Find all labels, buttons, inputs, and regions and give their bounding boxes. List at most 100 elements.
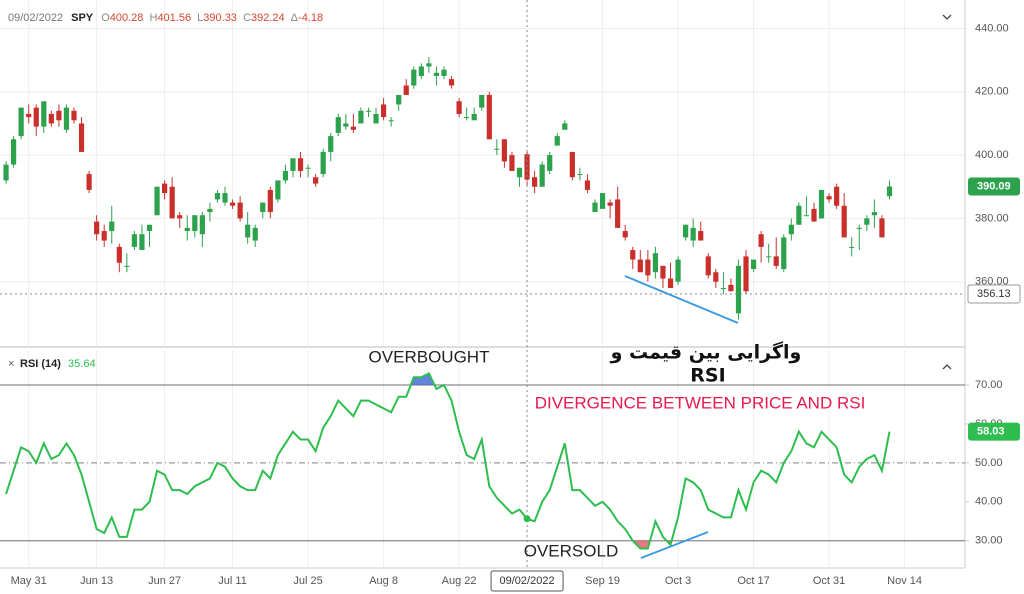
candle-body [207,208,213,213]
candle-body [675,259,681,282]
candle-body [222,193,228,203]
candle-body [433,72,440,76]
rsi-divergence-line [640,531,709,559]
y-tick-label: 440.00 [975,22,1009,34]
header-label: Δ [291,12,299,24]
candle-body [237,202,243,219]
candle-body [554,136,560,146]
candle-body [494,148,500,150]
candle-body [56,110,62,121]
x-tick-label: Sep 19 [585,575,620,587]
y-tick-label: 30.00 [975,535,1003,547]
candle-body [124,265,130,267]
y-tick-label: 420.00 [975,86,1009,98]
crosshair-date-label: 09/02/2022 [500,575,555,587]
header-value: 392.24 [251,12,285,24]
candle-body [282,170,289,181]
candle-body [841,205,847,238]
x-tick-label: Jul 11 [218,575,247,587]
header-date: 09/02/2022 [8,12,63,24]
x-tick-label: Oct 31 [813,575,845,587]
header-symbol: SPY [71,12,94,24]
candle-body [471,113,477,121]
crosshair-price-label: 356.13 [977,288,1011,300]
header-value: 401.56 [157,12,191,24]
candle-body [78,123,85,152]
candle-body [826,196,832,200]
candle-body [788,224,794,235]
candle-body [86,174,92,190]
candle-body [773,256,779,266]
header-label: O [101,12,110,24]
y-tick-label: 380.00 [975,212,1009,224]
close-icon[interactable]: × [8,358,14,370]
x-tick-label: May 31 [11,575,47,587]
x-tick-label: Aug 8 [369,575,398,587]
candle-body [464,117,470,119]
overbought-label: OVERBOUGHT [369,347,490,366]
header: 09/02/2022 SPY O400.28 H401.56 L390.33 C… [8,12,323,24]
candle-body [728,284,734,292]
candle-body [607,202,613,206]
last-price-label: 390.09 [977,180,1011,192]
candle-body [18,107,24,137]
candle-body [184,227,190,232]
header-label: C [243,12,251,24]
candle-body [320,151,326,175]
candle-body [267,189,273,213]
candle-body [667,278,674,289]
candle-body [33,107,39,127]
x-tick-label: Jun 13 [80,575,113,587]
candle-body [509,155,515,171]
overbought-area [410,373,435,386]
candle-body [275,180,281,200]
candle-body [71,110,77,121]
collapse-icon[interactable] [942,14,952,20]
divergence-fa-label: RSI [690,365,725,387]
candle-body [388,120,394,122]
candle-body [592,202,598,213]
header-value: 390.33 [203,12,237,24]
oversold-label: OVERSOLD [524,541,618,560]
candle-body [766,256,772,258]
candle-body [683,224,689,238]
candle-body [335,117,341,133]
candle-body [313,177,319,184]
candle-body [713,272,719,282]
candle-body [373,113,379,124]
candle-body [796,205,802,225]
candle-body [245,224,251,238]
candle-body [584,180,591,190]
candle-body [192,215,198,232]
candle-body [879,218,885,238]
candle-body [811,208,817,222]
candle-body [154,186,160,216]
candle-body [290,158,296,171]
candle-body [10,139,17,165]
collapse-icon[interactable] [942,364,952,370]
candle-body [735,265,742,314]
header-label: H [149,12,157,24]
candle-body [501,139,507,162]
header-value: -4.18 [298,12,323,24]
candle-body [199,215,205,235]
candle-body [516,167,523,178]
crosshair-date-box [490,570,564,592]
candle-body [698,231,704,241]
candle-body [637,259,643,273]
candle-body [116,246,122,263]
candle-body [871,212,877,216]
header-value: 400.28 [110,12,144,24]
candle-body [109,221,115,232]
price-divergence-line [624,275,739,324]
last-rsi-badge [968,422,1020,441]
crosshair-price-box [967,284,1021,304]
candle-body [539,164,545,187]
candle-body [260,202,266,213]
candle-body [26,113,32,118]
candle-body [139,234,145,251]
candle-body [48,113,54,124]
x-tick-label: Aug 22 [442,575,477,587]
candle-body [705,256,711,276]
